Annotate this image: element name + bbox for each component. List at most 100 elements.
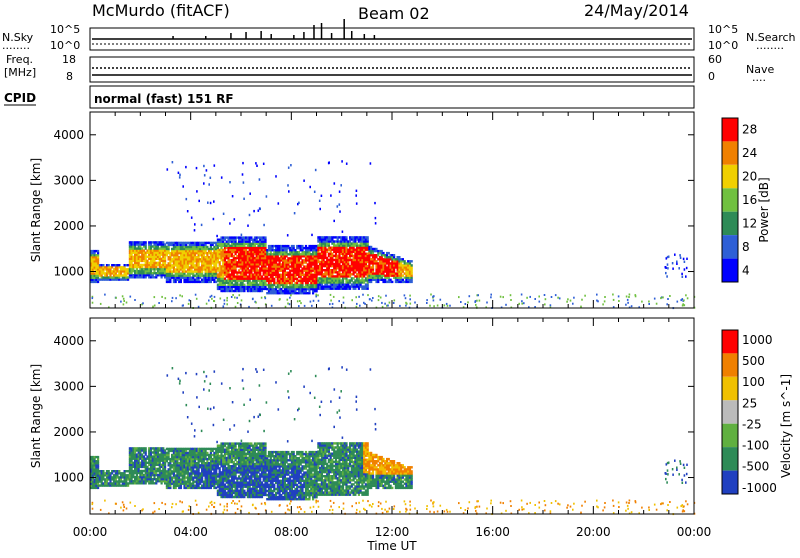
echo-cell [172, 297, 174, 299]
echo-cell [371, 300, 373, 302]
echo-cell [130, 296, 132, 298]
cpid-label: CPID [4, 91, 36, 105]
echo-cell [232, 195, 234, 197]
echo-cell [316, 290, 318, 292]
echo-cell [223, 305, 225, 307]
echo-cell [198, 468, 200, 470]
echo-cell [234, 218, 236, 220]
echo-cell [165, 297, 167, 299]
echo-cell [145, 449, 147, 451]
echo-cell [198, 279, 200, 281]
colorbar-swatch [722, 259, 738, 282]
echo-cell [255, 302, 257, 304]
echo-cell [367, 294, 369, 296]
echo-cell [304, 305, 306, 307]
echo-cell [359, 305, 361, 307]
echo-cell [243, 198, 245, 200]
date-title: 24/May/2014 [584, 1, 689, 20]
echo-cell [154, 305, 156, 307]
echo-cell [168, 452, 170, 454]
echo-cell [171, 300, 173, 302]
freq-frame [90, 57, 694, 82]
echo-cell [299, 300, 301, 302]
echo-cell [566, 301, 568, 303]
echo-cell [294, 212, 296, 214]
echo-cell [686, 267, 688, 269]
echo-cell [410, 303, 412, 305]
echo-cell [194, 229, 196, 231]
echo-cell [627, 302, 629, 304]
echo-cell [271, 305, 273, 307]
noise-left-tick-bottom: 10^0 [50, 39, 80, 52]
echo-cell [618, 300, 620, 302]
echo-cell [210, 487, 212, 489]
echo-cell [351, 299, 353, 301]
echo-cell [676, 263, 678, 265]
echo-cell [469, 295, 471, 297]
echo-cell [287, 184, 289, 186]
echo-cell [164, 260, 166, 262]
echo-cell [460, 301, 462, 303]
echo-cell [301, 282, 303, 284]
echo-cell [654, 298, 656, 300]
echo-cell [155, 276, 157, 278]
echo-cell [249, 193, 251, 195]
echo-cell [567, 298, 569, 300]
echo-cell [239, 294, 241, 296]
echo-cell [279, 298, 281, 300]
echo-cell [447, 305, 449, 307]
echo-cell [191, 217, 193, 219]
echo-cell [411, 270, 413, 272]
echo-cell [259, 208, 261, 210]
echo-cell [308, 290, 310, 292]
colorbar-swatch [722, 212, 738, 235]
echo-cell [333, 296, 335, 298]
echo-cell [311, 305, 313, 307]
echo-cell [393, 254, 395, 256]
echo-cell [264, 247, 266, 249]
echo-cell [127, 484, 129, 486]
echo-cell [210, 296, 212, 298]
echo-cell [544, 303, 546, 305]
echo-cell [374, 202, 376, 204]
echo-cell [92, 302, 94, 304]
echo-cell [545, 298, 547, 300]
noise-panel: N.Sky ........ 10^5 10^0 10^5 10^0 N.Sea… [2, 19, 796, 52]
echo-cell [674, 254, 676, 256]
echo-cell [195, 294, 197, 296]
echo-cell [340, 184, 342, 186]
echo-cell [358, 288, 360, 290]
echo-cell [521, 303, 523, 305]
echo-cell [214, 164, 216, 166]
echo-cell [102, 264, 104, 266]
echo-cell [375, 248, 377, 250]
colorbar-tick-label: 16 [742, 193, 757, 207]
echo-cell [328, 162, 330, 164]
echo-cell [618, 295, 620, 297]
echo-cell [290, 164, 292, 166]
echo-cell [196, 190, 198, 192]
echo-cell [682, 276, 684, 278]
echo-cell [235, 259, 237, 261]
echo-cell [339, 191, 341, 193]
echo-cell [476, 300, 478, 302]
echo-cell [526, 297, 528, 299]
echo-cell [256, 165, 258, 167]
noise-left-tick-top: 10^5 [50, 23, 80, 36]
echo-cell [523, 302, 525, 304]
echo-cell [189, 299, 191, 301]
echo-cell [97, 258, 99, 260]
echo-cell [162, 447, 164, 449]
echo-cell [648, 303, 650, 305]
echo-cell [229, 222, 231, 224]
colorbar-tick-label: 24 [742, 146, 757, 160]
echo-cell [108, 470, 110, 472]
echo-cell [180, 281, 182, 283]
echo-cell [338, 300, 340, 302]
echo-cell [252, 298, 254, 300]
echo-cell [433, 305, 435, 307]
echo-cell [666, 303, 668, 305]
echo-cell [339, 210, 341, 212]
echo-cell [384, 303, 386, 305]
